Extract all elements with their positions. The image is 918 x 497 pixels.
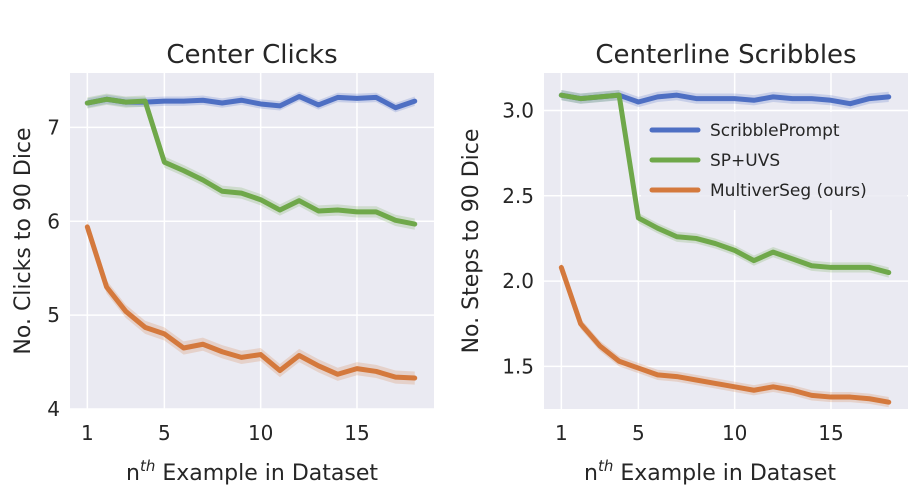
- x-tick-label: 5: [632, 421, 645, 445]
- x-tick-labels: 1 5 10 15: [81, 421, 370, 445]
- legend: ScribblePrompt SP+UVS MultiverSeg (ours): [641, 112, 907, 210]
- legend-box: [641, 112, 907, 210]
- y-tick-labels: 1.5 2.0 2.5 3.0: [502, 99, 534, 379]
- plot-area: [70, 73, 434, 409]
- x-tick-label: 10: [722, 421, 747, 445]
- series-line-multiverseg-ours: [558, 264, 892, 405]
- y-tick-label: 7: [47, 115, 60, 139]
- legend-label-scribbleprompt: ScribblePrompt: [710, 121, 840, 141]
- y-axis-label: No. Clicks to 90 Dice: [11, 127, 36, 354]
- chart-title: Centerline Scribbles: [595, 40, 856, 70]
- grid: [70, 73, 434, 410]
- x-tick-label: 10: [248, 421, 273, 445]
- x-axis-label: nth Example in Dataset: [126, 457, 378, 486]
- x-tick-label: 15: [344, 421, 369, 445]
- chart-panel-centerline-scribbles: Centerline Scribbles 1 5 10 15 1.52.02.53.0…: [459, 40, 908, 486]
- y-tick-label: 5: [47, 303, 60, 327]
- y-axis-label: No. Steps to 90 Dice: [459, 129, 484, 354]
- y-tick-label: 4: [47, 397, 60, 421]
- chart-title: Center Clicks: [166, 40, 337, 70]
- x-tick-label: 1: [81, 421, 94, 445]
- x-axis-label: nth Example in Dataset: [584, 457, 836, 486]
- x-tick-labels: 1 5 10 15: [555, 421, 844, 445]
- y-tick-label: 2.5: [502, 184, 534, 208]
- band-multiverseg-ours: [87, 220, 415, 385]
- series-lines: [558, 92, 892, 405]
- y-tick-label: 2.0: [502, 269, 534, 293]
- x-tick-label: 1: [555, 421, 568, 445]
- series-line-sp-uvs: [84, 96, 418, 227]
- series-lines: [84, 93, 418, 381]
- legend-label-sp-uvs: SP+UVS: [710, 151, 780, 171]
- y-tick-label: 3.0: [502, 99, 534, 123]
- x-tick-label: 5: [158, 421, 171, 445]
- y-tick-labels: 4 5 6 7: [47, 115, 60, 421]
- series-line-sp-uvs: [558, 92, 892, 276]
- legend-label-multiverseg-ours: MultiverSeg (ours): [710, 181, 867, 201]
- x-tick-label: 15: [818, 421, 843, 445]
- y-tick-label: 1.5: [502, 354, 534, 378]
- y-tick-label: 6: [47, 209, 60, 233]
- legend-items: ScribblePrompt SP+UVS MultiverSeg (ours): [649, 121, 867, 201]
- series-line-multiverseg-ours: [84, 224, 418, 381]
